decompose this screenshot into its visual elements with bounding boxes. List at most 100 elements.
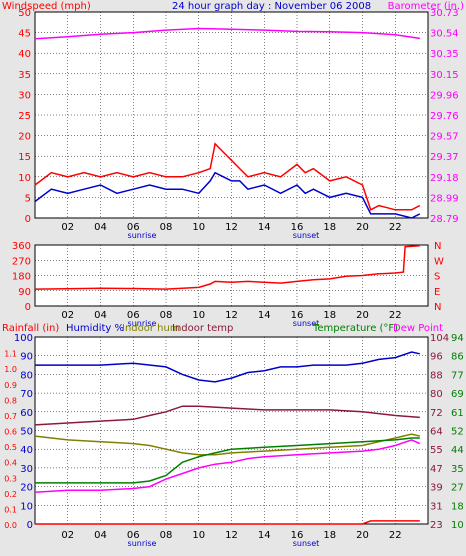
barometer-y-tick: 29.76: [430, 111, 459, 122]
barometer-y-tick: 29.18: [430, 173, 459, 184]
temp-panel-x-tick: 12: [225, 530, 238, 541]
temp-y-tick: 104: [430, 333, 449, 344]
wind-panel-sunrise-label: sunrise: [128, 231, 157, 240]
direction-panel-x-tick: 06: [127, 310, 140, 321]
compass-tick: S: [434, 272, 440, 283]
wind-y-tick: 10: [18, 173, 31, 184]
temp-panel-x-tick: 04: [94, 530, 107, 541]
wind-panel-x-tick: 18: [323, 222, 336, 233]
wind-y-tick: 50: [18, 8, 31, 19]
temp-y-tick: 23: [430, 520, 443, 531]
temp-panel-x-tick: 18: [323, 530, 336, 541]
humidity-y-tick: 30: [20, 464, 33, 475]
rain-y-tick: 0.8: [4, 396, 17, 405]
direction-panel-x-tick: 02: [61, 310, 74, 321]
indoor-humidity-line: [34, 433, 420, 456]
barometer-y-tick: 29.96: [430, 90, 459, 101]
humidity-y-tick: 50: [20, 427, 33, 438]
temp-y-tick: 96: [430, 352, 443, 363]
temp-y-tick: 31: [430, 501, 443, 512]
direction-panel-x-tick: 08: [160, 310, 173, 321]
humidity-y-tick: 20: [20, 483, 33, 494]
temp-y-tick: 64: [430, 427, 443, 438]
rain-y-tick: 0.5: [4, 443, 17, 452]
barometer-line: [34, 27, 420, 40]
rain-y-tick: 1.1: [4, 350, 17, 359]
legend-entry: Humidity %: [66, 323, 124, 334]
wind-y-tick: 30: [18, 90, 31, 101]
rain-y-tick: 0.4: [4, 459, 17, 468]
wind-y-tick: 15: [18, 152, 31, 163]
dewpoint-y-tick: 94: [451, 333, 464, 344]
barometer-y-tick: 30.35: [430, 49, 459, 60]
barometer-y-tick: 29.37: [430, 152, 459, 163]
rain-y-tick: 0.1: [4, 505, 17, 514]
direction-panel-x-tick: 16: [291, 310, 304, 321]
legend-entry: Indoor temp: [172, 323, 233, 334]
direction-panel-x-tick: 10: [192, 310, 205, 321]
rain-y-tick: 0.0: [4, 521, 17, 530]
humidity-y-tick: 70: [20, 389, 33, 400]
humidity-line: [35, 351, 420, 383]
dewpoint-y-tick: 44: [451, 445, 464, 456]
wind-y-tick: 25: [18, 111, 31, 122]
wind-speed-line: [34, 171, 421, 219]
wind-panel-sunset-label: sunset: [293, 231, 320, 240]
barometer-y-tick: 30.54: [430, 29, 459, 40]
wind-y-tick: 0: [25, 214, 31, 225]
humidity-y-tick: 100: [14, 333, 33, 344]
direction-panel-x-tick: 12: [225, 310, 238, 321]
temp-panel-x-tick: 20: [356, 530, 369, 541]
direction-y-tick: 180: [12, 272, 31, 283]
barometer-y-tick: 30.15: [430, 70, 459, 81]
wind-y-tick: 45: [18, 29, 31, 40]
direction-panel-x-tick: 20: [356, 310, 369, 321]
temp-panel-sunrise-label: sunrise: [128, 539, 157, 548]
rainfall-line: [35, 520, 420, 525]
dewpoint-y-tick: 35: [451, 464, 464, 475]
dewpoint-y-tick: 27: [451, 483, 464, 494]
direction-panel-sunset-label: sunset: [293, 319, 320, 328]
temp-y-tick: 88: [430, 370, 443, 381]
barometer-axis-label: Barometer (in.): [388, 1, 464, 12]
temp-panel-sunset-label: sunset: [293, 539, 320, 548]
wind-panel-x-tick: 22: [389, 222, 402, 233]
rain-y-tick: 0.2: [4, 490, 17, 499]
wind-y-tick: 40: [18, 49, 31, 60]
wind-panel-x-tick: 20: [356, 222, 369, 233]
humidity-y-tick: 10: [20, 501, 33, 512]
temp-panel-x-tick: 10: [192, 530, 205, 541]
humidity-y-tick: 80: [20, 370, 33, 381]
wind-y-tick: 20: [18, 132, 31, 143]
dewpoint-y-tick: 69: [451, 389, 464, 400]
wind-panel-x-tick: 04: [94, 222, 107, 233]
temp-y-tick: 55: [430, 445, 443, 456]
dewpoint-y-tick: 10: [451, 520, 464, 531]
direction-panel-x-tick: 04: [94, 310, 107, 321]
humidity-y-tick: 90: [20, 352, 33, 363]
barometer-y-tick: 28.99: [430, 193, 459, 204]
dewpoint-y-tick: 86: [451, 352, 464, 363]
dewpoint-y-tick: 18: [451, 501, 464, 512]
rain-y-tick: 1.0: [4, 365, 17, 374]
wind-panel-x-tick: 10: [192, 222, 205, 233]
direction-y-tick: 270: [12, 256, 31, 267]
wind-panel-x-tick: 02: [61, 222, 74, 233]
direction-y-tick: 90: [18, 287, 31, 298]
legend-entry: Indoor hum: [122, 323, 180, 334]
chart-title: 24 hour graph day : November 06 2008: [172, 1, 371, 12]
temp-panel-x-tick: 16: [291, 530, 304, 541]
temp-panel-x-tick: 06: [127, 530, 140, 541]
direction-y-tick: 360: [12, 241, 31, 252]
wind-panel-x-tick: 16: [291, 222, 304, 233]
compass-tick: N: [434, 302, 441, 313]
rainfall-axis-label: Rainfall (in): [2, 323, 59, 334]
temp-panel-x-tick: 22: [389, 530, 402, 541]
compass-tick: W: [434, 256, 444, 267]
direction-panel-x-tick: 14: [258, 310, 271, 321]
wind-panel-x-tick: 08: [160, 222, 173, 233]
direction-panel-sunrise-label: sunrise: [128, 319, 157, 328]
barometer-y-tick: 29.57: [430, 132, 459, 143]
wind-y-tick: 5: [25, 193, 31, 204]
